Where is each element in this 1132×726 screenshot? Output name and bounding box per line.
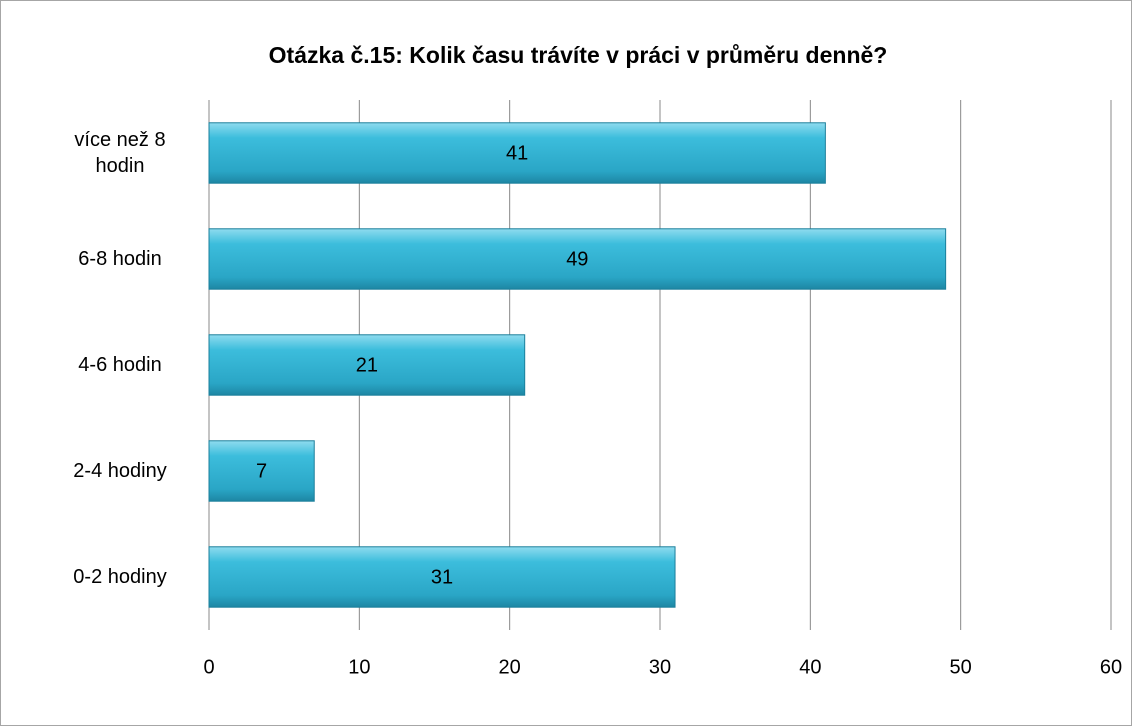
- value-label: 21: [356, 354, 378, 376]
- y-tick-label: 0-2 hodiny: [73, 566, 167, 588]
- y-tick-label: více než 8 hodin: [74, 129, 166, 177]
- y-tick-label: 6-8 hodin: [78, 248, 162, 270]
- bar: [208, 122, 826, 184]
- value-label: 41: [506, 142, 528, 164]
- y-tick-label: 2-4 hodiny: [73, 460, 167, 482]
- chart-title: Otázka č.15: Kolik času trávíte v práci …: [269, 42, 888, 68]
- value-label: 31: [431, 566, 453, 588]
- x-tick-label: 0: [203, 656, 214, 678]
- value-label: 49: [566, 248, 588, 270]
- bar: [208, 334, 526, 396]
- bar: [208, 440, 315, 502]
- y-tick-label: 4-6 hodin: [78, 354, 162, 376]
- x-tick-label: 60: [1100, 656, 1122, 678]
- x-tick-label: 50: [950, 656, 972, 678]
- x-tick-label: 40: [799, 656, 821, 678]
- x-tick-label: 20: [499, 656, 521, 678]
- bar: [208, 228, 947, 290]
- x-tick-label: 10: [348, 656, 370, 678]
- x-tick-label: 30: [649, 656, 671, 678]
- bar: [208, 546, 676, 608]
- value-label: 7: [256, 460, 267, 482]
